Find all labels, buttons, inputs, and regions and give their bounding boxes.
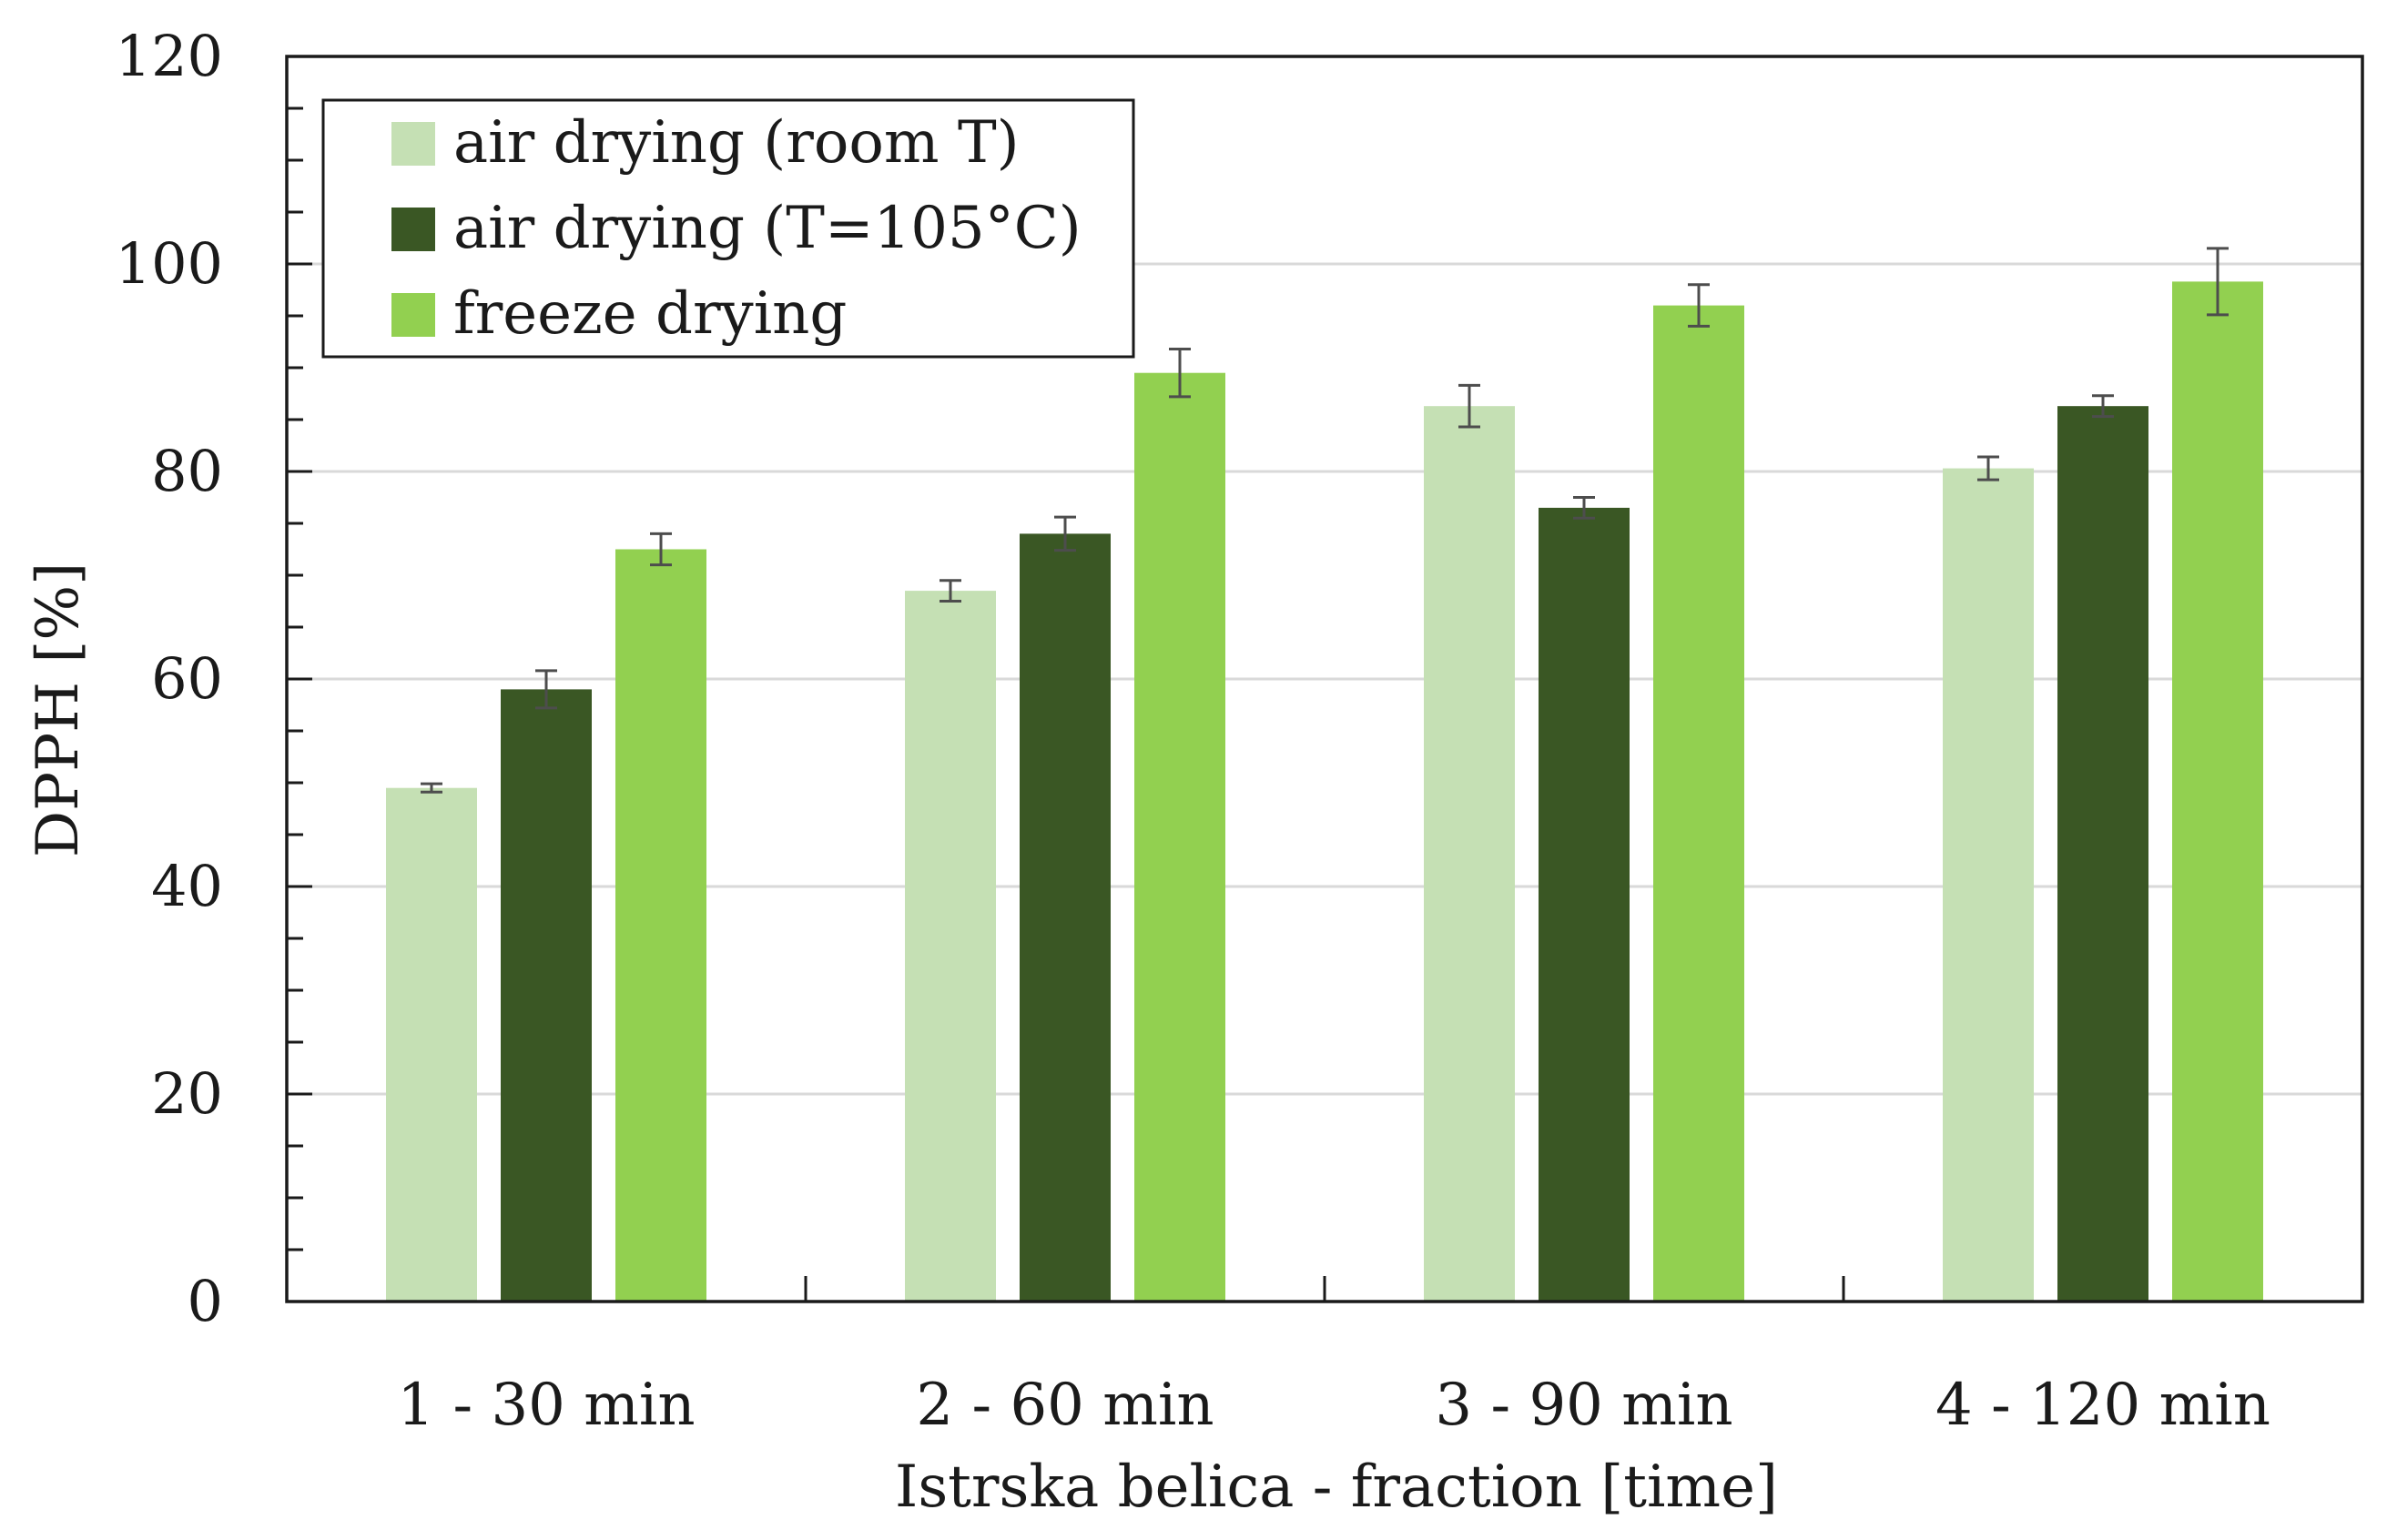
bars [386, 281, 2263, 1302]
y-tick-label-40: 40 [151, 853, 223, 919]
bar-series1-cat1 [386, 787, 477, 1302]
y-axis-title: DPPH [%] [25, 562, 92, 857]
bar-series2-cat3 [1539, 507, 1630, 1302]
error-bar-series3-cat4 [2207, 247, 2229, 317]
error-bar-series3-cat2 [1169, 347, 1191, 399]
y-tick-label-120: 120 [116, 23, 223, 89]
bar-series1-cat3 [1424, 406, 1515, 1302]
x-tick-label-2: 2 - 60 min [916, 1372, 1214, 1439]
error-bar-series2-cat3 [1573, 496, 1595, 520]
bar-series1-cat2 [905, 591, 996, 1302]
error-bar-series2-cat2 [1054, 515, 1076, 552]
grid-lines [287, 262, 2362, 1096]
plot-frame [285, 55, 2364, 1303]
legend-swatch-room-t [391, 122, 435, 166]
bar-series2-cat2 [1020, 533, 1111, 1302]
x-tick-label-3: 3 - 90 min [1435, 1372, 1732, 1439]
legend-label-105c: air drying (T=105°C) [453, 195, 1082, 262]
legend-label-freeze: freeze drying [453, 280, 847, 348]
legend-label-room-t: air drying (room T) [453, 109, 1020, 177]
x-axis-title: Istrska belica - fraction [time] [895, 1454, 1778, 1521]
bar-series2-cat4 [2057, 406, 2148, 1302]
bar-series3-cat1 [615, 549, 706, 1302]
bar-series3-cat4 [2172, 281, 2263, 1302]
error-bar-series1-cat3 [1458, 383, 1480, 429]
y-tick-label-20: 20 [151, 1060, 223, 1127]
error-bars [421, 247, 2229, 794]
axes: 1 - 30 min 2 - 60 min 3 - 90 min 4 - 120 mi… [116, 23, 2364, 1439]
bar-series1-cat4 [1943, 468, 2034, 1302]
legend-swatch-freeze [391, 293, 435, 337]
error-bar-series2-cat4 [2092, 394, 2114, 419]
bar-series3-cat3 [1653, 305, 1744, 1302]
y-tick-label-100: 100 [116, 230, 223, 297]
bar-series2-cat1 [501, 689, 592, 1302]
y-tick-label-80: 80 [151, 438, 223, 504]
error-bar-series1-cat4 [1977, 455, 1999, 481]
x-tick-label-4: 4 - 120 min [1935, 1372, 2270, 1439]
error-bar-series3-cat1 [650, 532, 672, 567]
bar-series3-cat2 [1134, 372, 1225, 1302]
y-tick-label-0: 0 [188, 1268, 223, 1334]
error-bar-series1-cat2 [940, 579, 961, 603]
legend-box [321, 98, 1135, 359]
error-bar-series3-cat3 [1688, 283, 1710, 328]
legend: air drying (room T) air drying (T=105°C)… [321, 98, 1135, 359]
y-tick-label-60: 60 [151, 645, 223, 712]
legend-swatch-105c [391, 208, 435, 251]
x-tick-label-1: 1 - 30 min [397, 1372, 695, 1439]
error-bar-series1-cat1 [421, 782, 442, 794]
error-bar-series2-cat1 [535, 669, 557, 710]
